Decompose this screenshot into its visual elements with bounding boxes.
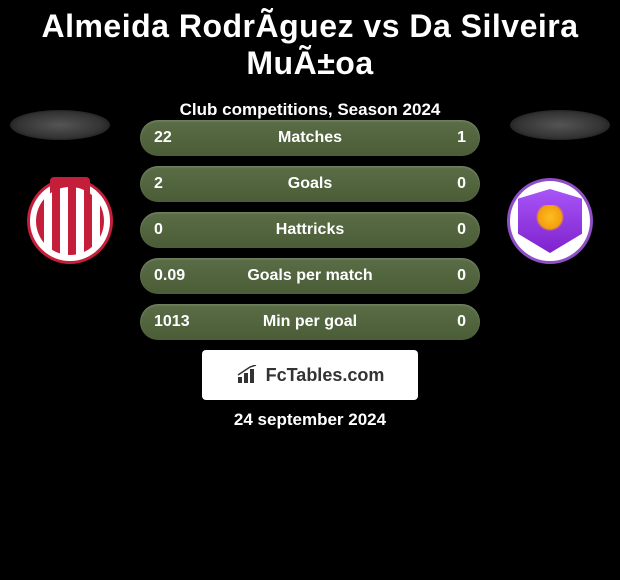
page-title: Almeida RodrÃ­guez vs Da Silveira MuÃ±oa (0, 0, 620, 82)
stat-label: Goals (288, 175, 332, 193)
stat-left-value: 22 (154, 129, 204, 147)
stat-left-value: 0 (154, 221, 204, 239)
stat-row-hattricks: 0 Hattricks 0 (140, 212, 480, 248)
date-label: 24 september 2024 (234, 410, 386, 430)
stat-right-value: 0 (416, 175, 466, 193)
comparison-card: Almeida RodrÃ­guez vs Da Silveira MuÃ±oa… (0, 0, 620, 580)
stat-label: Matches (278, 129, 342, 147)
team-badge-right (500, 178, 600, 264)
player-shadow-left (10, 110, 110, 140)
stat-left-value: 0.09 (154, 267, 204, 285)
stat-row-min-per-goal: 1013 Min per goal 0 (140, 304, 480, 340)
stat-left-value: 1013 (154, 313, 204, 331)
branding-text: FcTables.com (266, 365, 385, 386)
stat-label: Goals per match (247, 267, 372, 285)
player-shadow-right (510, 110, 610, 140)
branding-box[interactable]: FcTables.com (202, 350, 418, 400)
stat-right-value: 1 (416, 129, 466, 147)
chart-icon (236, 365, 260, 385)
stat-row-goals: 2 Goals 0 (140, 166, 480, 202)
stat-label: Hattricks (276, 221, 344, 239)
team-badge-left (20, 178, 120, 264)
stats-area: 22 Matches 1 2 Goals 0 0 Hattricks 0 0.0… (140, 120, 480, 350)
stat-label: Min per goal (263, 313, 357, 331)
stat-row-matches: 22 Matches 1 (140, 120, 480, 156)
stat-right-value: 0 (416, 313, 466, 331)
stat-right-value: 0 (416, 267, 466, 285)
stat-left-value: 2 (154, 175, 204, 193)
stat-row-goals-per-match: 0.09 Goals per match 0 (140, 258, 480, 294)
stat-right-value: 0 (416, 221, 466, 239)
